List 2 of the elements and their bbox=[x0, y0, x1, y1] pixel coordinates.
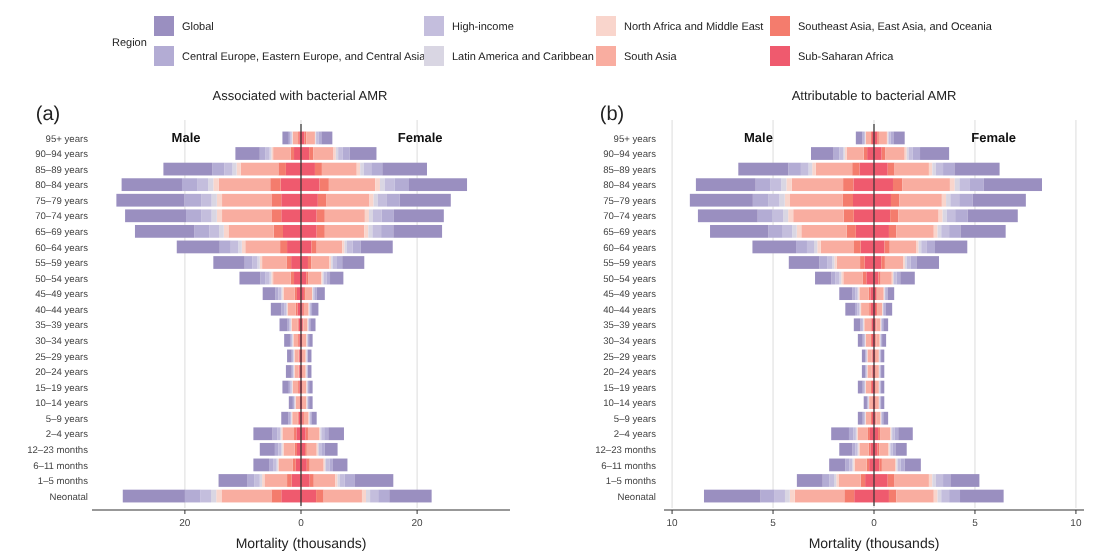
text: (a) bbox=[35, 104, 61, 126]
text: (b) bbox=[599, 104, 625, 126]
